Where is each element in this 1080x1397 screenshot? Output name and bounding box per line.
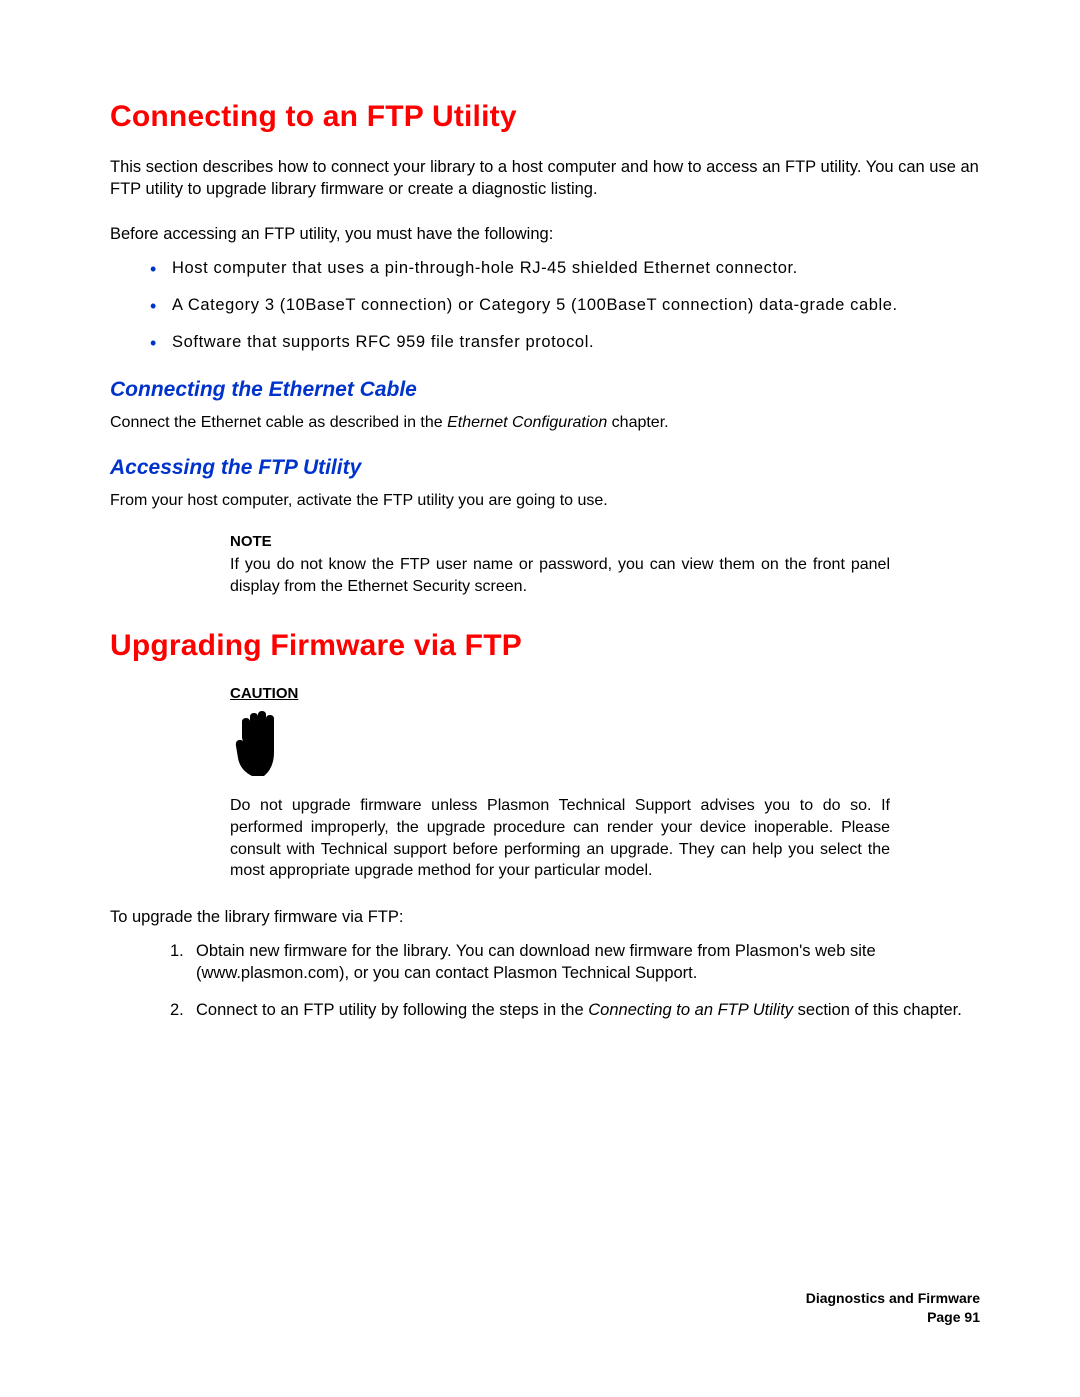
ethernet-cable-text: Connect the Ethernet cable as described … [110, 412, 980, 434]
footer-page-number: Page 91 [806, 1308, 980, 1327]
list-item: Host computer that uses a pin-through-ho… [150, 257, 980, 280]
subheading-ethernet-cable: Connecting the Ethernet Cable [110, 378, 980, 402]
italic-reference: Ethernet Configuration [447, 414, 607, 431]
step-text: Obtain new firmware for the library. You… [196, 942, 876, 982]
note-text: If you do not know the FTP user name or … [230, 554, 890, 597]
intro-paragraph: This section describes how to connect yo… [110, 156, 980, 201]
accessing-ftp-text: From your host computer, activate the FT… [110, 490, 980, 512]
document-page: Connecting to an FTP Utility This sectio… [0, 0, 1080, 1397]
prereq-intro: Before accessing an FTP utility, you mus… [110, 223, 980, 245]
italic-reference: Connecting to an FTP Utility [588, 1001, 793, 1019]
caution-block: CAUTION Do not upgrade firmware unless P… [230, 685, 890, 881]
note-block: NOTE If you do not know the FTP user nam… [230, 533, 890, 597]
step-text: Connect to an FTP utility by following t… [196, 1001, 962, 1019]
footer-chapter: Diagnostics and Firmware [806, 1289, 980, 1308]
step-number: 1. [170, 940, 184, 962]
upgrade-steps: 1. Obtain new firmware for the library. … [110, 940, 980, 1021]
note-label: NOTE [230, 533, 890, 550]
text-span: Connect the Ethernet cable as described … [110, 414, 447, 431]
heading-connecting-ftp: Connecting to an FTP Utility [110, 100, 980, 134]
step-item: 1. Obtain new firmware for the library. … [170, 940, 980, 985]
prereq-list: Host computer that uses a pin-through-ho… [110, 257, 980, 354]
text-span: chapter. [607, 414, 668, 431]
step-number: 2. [170, 999, 184, 1021]
text-span: Connect to an FTP utility by following t… [196, 1001, 588, 1019]
heading-upgrading-firmware: Upgrading Firmware via FTP [110, 629, 980, 663]
list-item: A Category 3 (10BaseT connection) or Cat… [150, 294, 980, 317]
hand-stop-icon [230, 708, 890, 785]
list-item: Software that supports RFC 959 file tran… [150, 331, 980, 354]
caution-label: CAUTION [230, 685, 890, 702]
upgrade-intro: To upgrade the library firmware via FTP: [110, 906, 980, 928]
step-item: 2. Connect to an FTP utility by followin… [170, 999, 980, 1021]
text-span: section of this chapter. [793, 1001, 962, 1019]
page-footer: Diagnostics and Firmware Page 91 [806, 1289, 980, 1327]
caution-text: Do not upgrade firmware unless Plasmon T… [230, 795, 890, 881]
subheading-accessing-ftp: Accessing the FTP Utility [110, 456, 980, 480]
